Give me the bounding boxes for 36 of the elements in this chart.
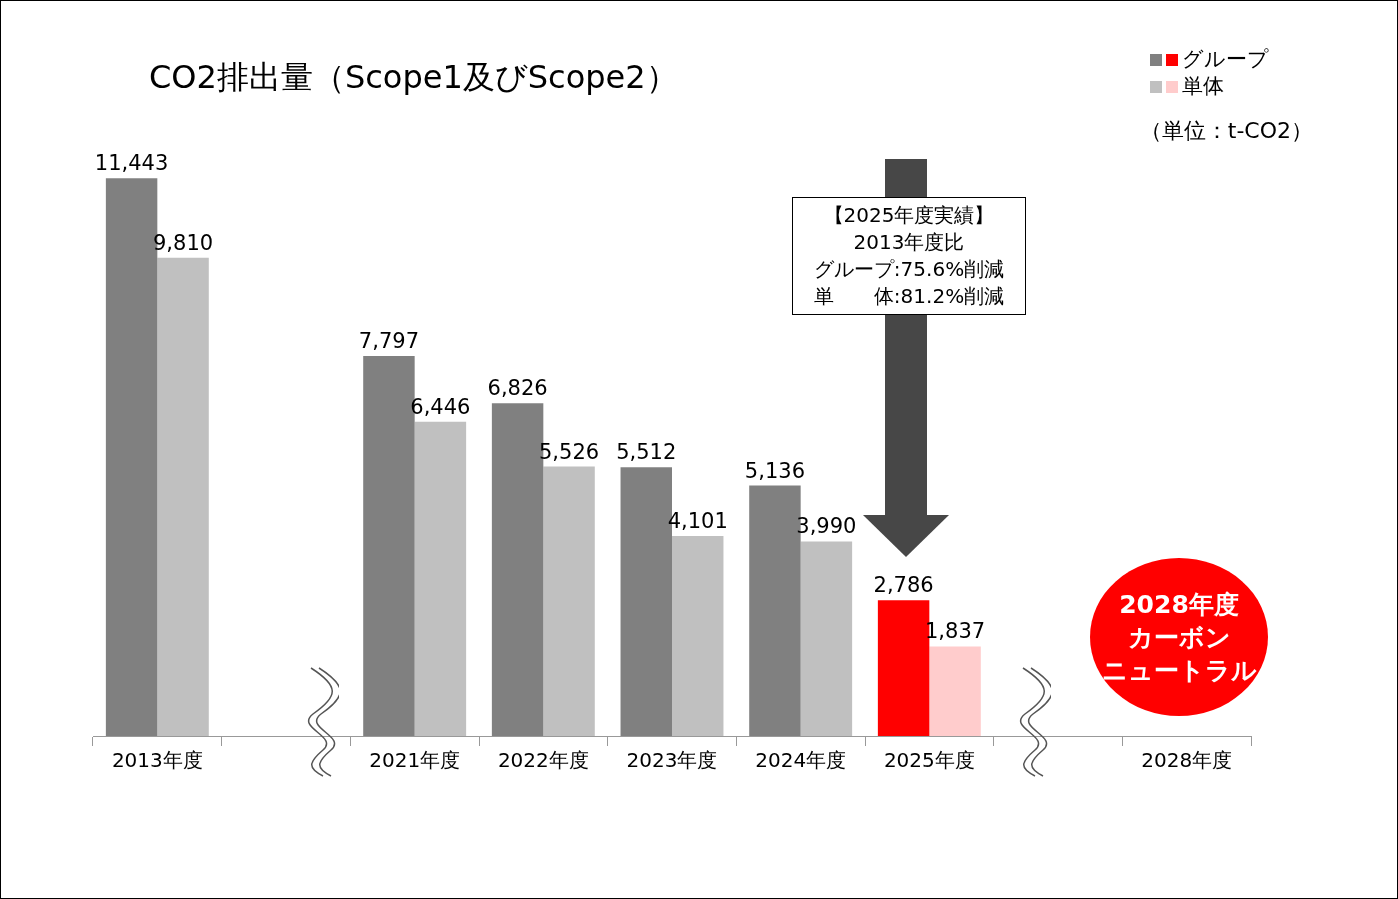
- data-label: 5,512: [616, 440, 677, 465]
- data-label: 4,101: [667, 509, 728, 534]
- data-label: 5,526: [539, 439, 600, 464]
- x-tick-label: 2013年度: [111, 748, 203, 773]
- legend-label: 単体: [1182, 74, 1224, 98]
- bar: [800, 541, 853, 736]
- data-label: 2,786: [873, 573, 934, 598]
- annotation: 【2025年度実績】: [822, 202, 996, 229]
- x-tick-label: 2022年度: [497, 748, 589, 773]
- annotation: 2028年度: [1118, 588, 1240, 621]
- annotation: グループ:75.6%削減: [812, 256, 1006, 283]
- chart-title: CO2排出量（Scope1及びScope2）: [149, 57, 678, 98]
- text: （単位：t-CO2）: [1139, 117, 1313, 145]
- x-tick-label: 2023年度: [626, 748, 718, 773]
- annotation: 2013年度比: [852, 229, 966, 256]
- circle-badge: 2028年度 カーボン ニュートラル: [1090, 558, 1268, 716]
- legend-label: グループ: [1182, 47, 1269, 71]
- data-label: 6,826: [487, 376, 548, 401]
- x-tick-label: 2025年度: [883, 748, 975, 773]
- x-tick-label: 2024年度: [755, 748, 847, 773]
- bar: [414, 421, 467, 736]
- data-label: 6,446: [410, 394, 471, 419]
- annotation: カーボン: [1126, 621, 1232, 654]
- x-tick-label: 2028年度: [1141, 748, 1233, 773]
- bar: [543, 466, 595, 736]
- bar: [929, 646, 981, 736]
- data-label: 9,810: [153, 230, 214, 255]
- data-label: 3,990: [796, 514, 857, 539]
- bar: [157, 257, 209, 736]
- annotation: 単 体:81.2%削減: [812, 283, 1006, 310]
- bar: [672, 536, 724, 736]
- x-tick-label: 2021年度: [369, 748, 461, 773]
- annotation: ニュートラル: [1101, 654, 1257, 687]
- data-label: 11,443: [94, 151, 169, 176]
- data-label: 5,136: [744, 458, 805, 483]
- data-label: 7,797: [358, 328, 419, 353]
